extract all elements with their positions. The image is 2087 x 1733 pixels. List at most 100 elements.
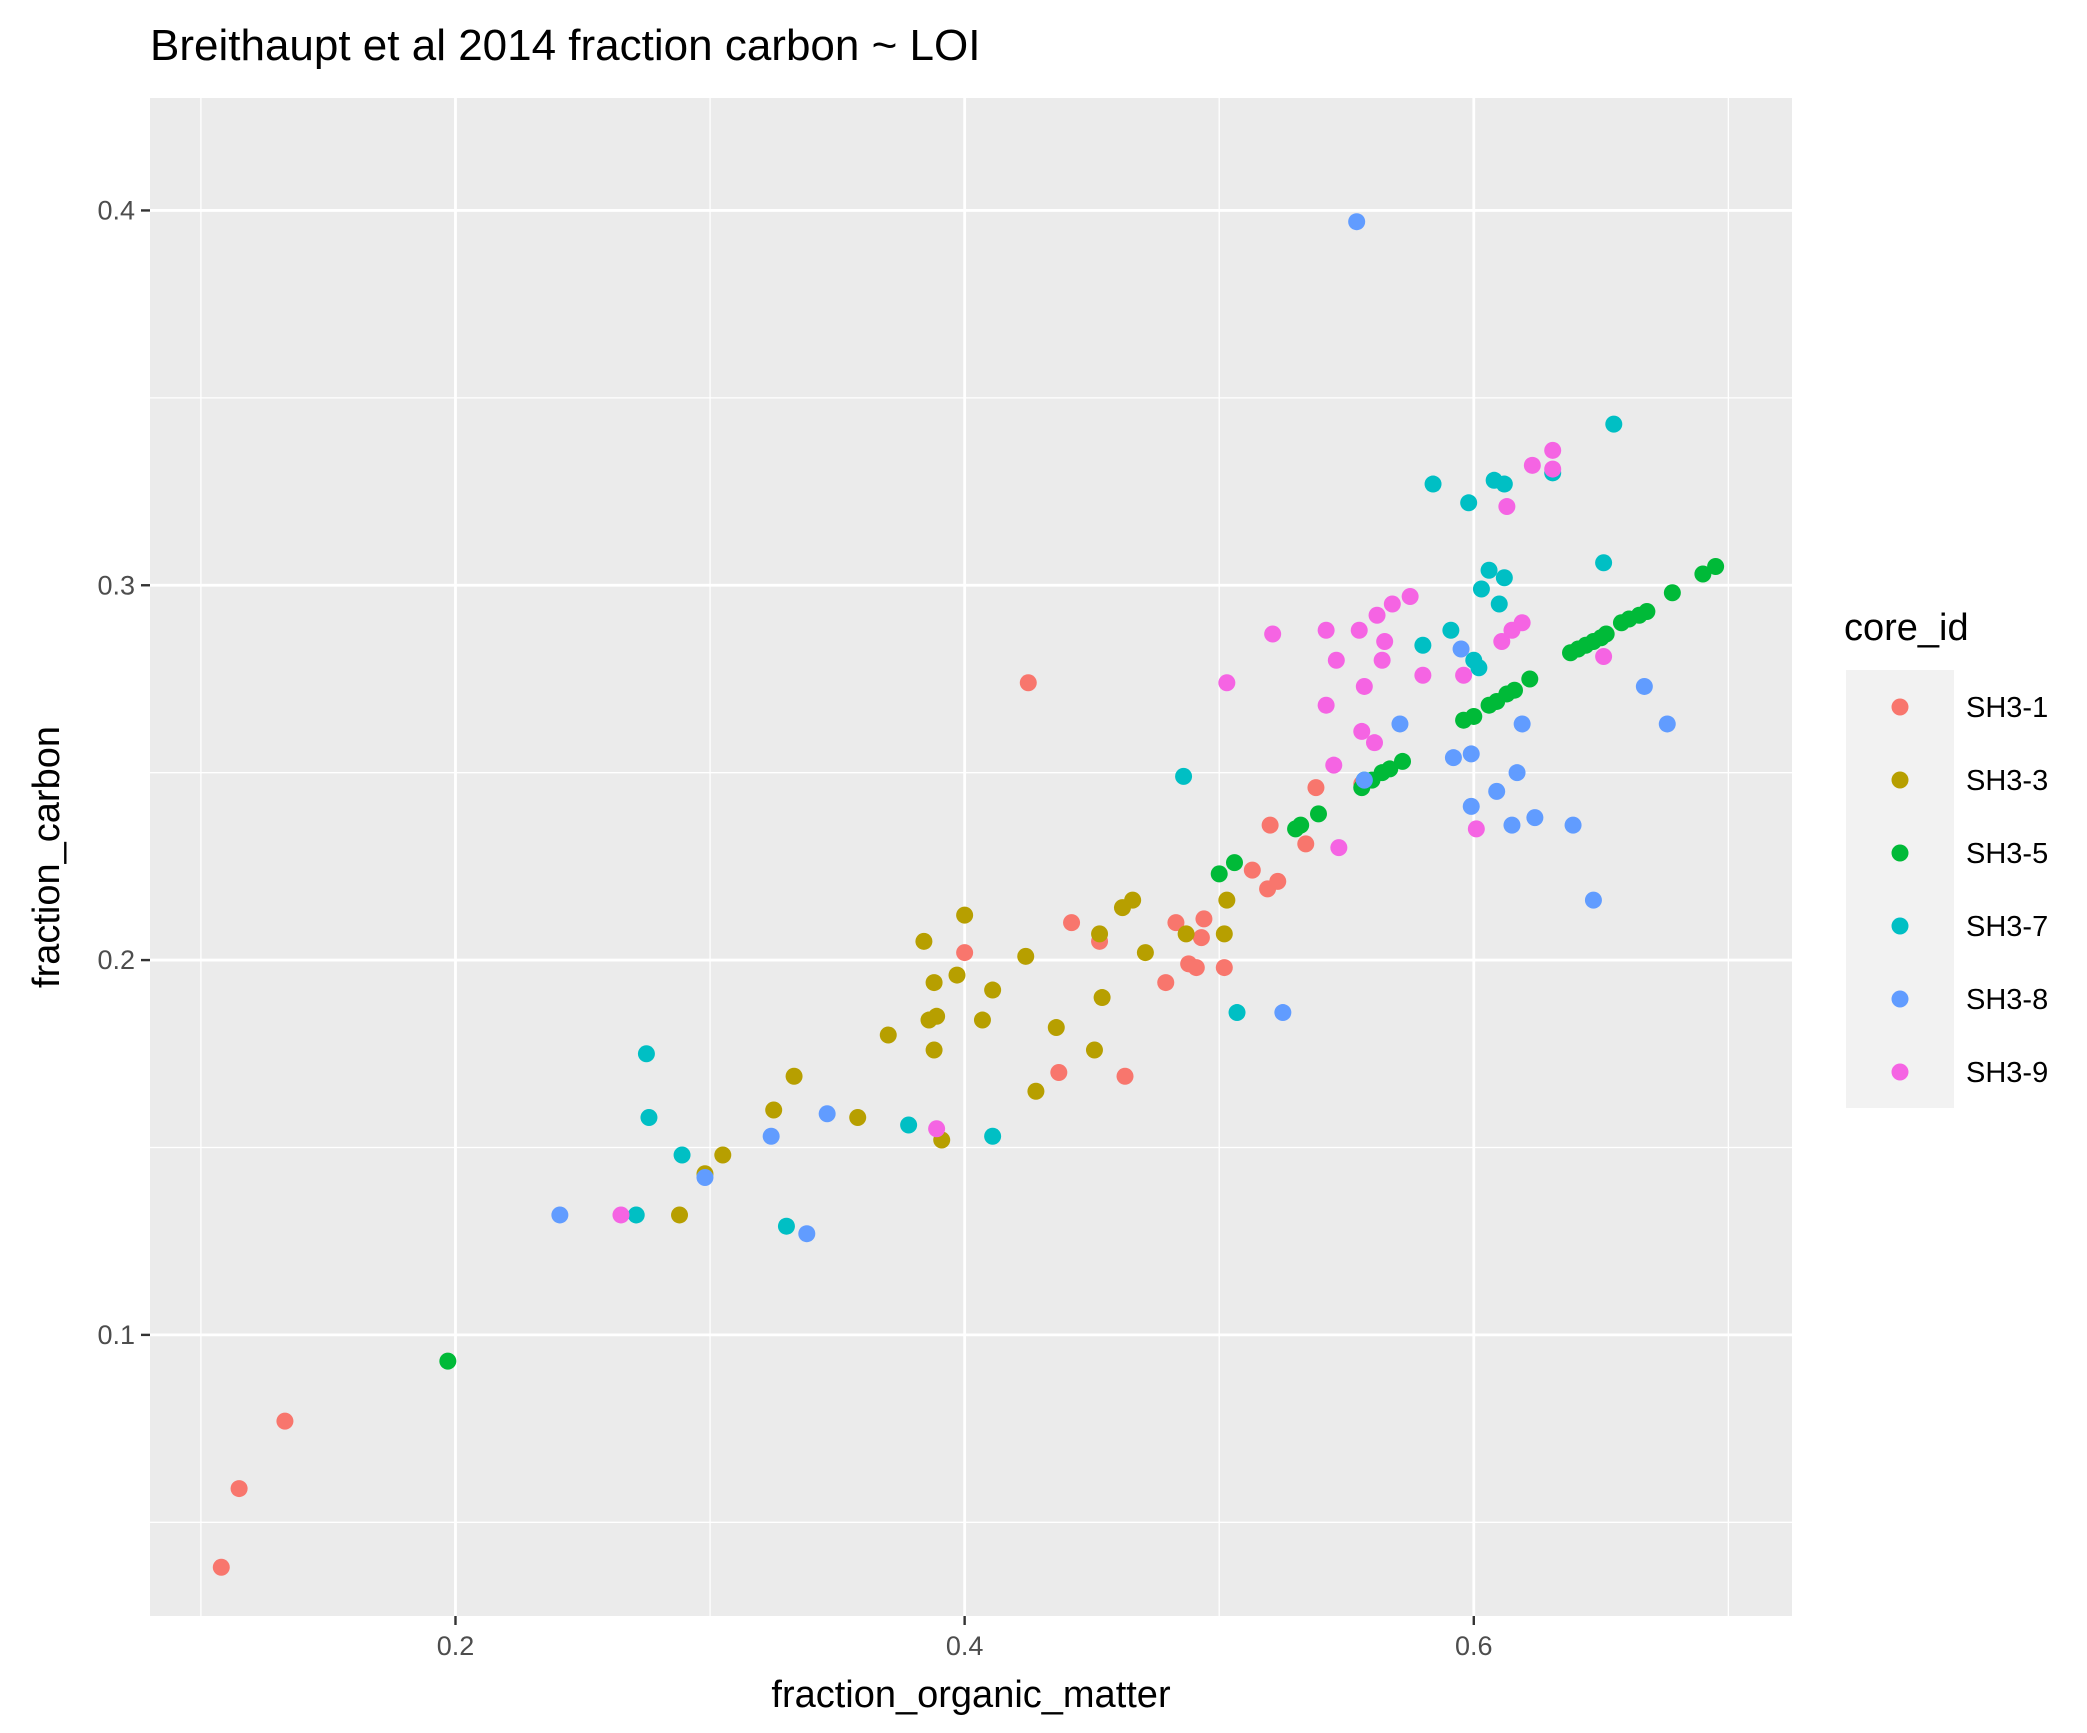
point-SH3-5-29 bbox=[1694, 565, 1712, 583]
legend-key-SH3-9 bbox=[1891, 1063, 1909, 1081]
point-SH3-9-11 bbox=[1355, 677, 1373, 695]
point-SH3-1-20 bbox=[1297, 835, 1315, 853]
point-SH3-8-18 bbox=[1564, 816, 1582, 834]
point-SH3-7-24 bbox=[1605, 415, 1623, 433]
point-SH3-8-17 bbox=[1526, 809, 1544, 827]
point-SH3-5-2 bbox=[1225, 854, 1243, 872]
point-SH3-7-6 bbox=[984, 1127, 1002, 1145]
point-SH3-9-2 bbox=[1218, 674, 1236, 692]
point-SH3-8-8 bbox=[1391, 715, 1409, 733]
legend-label-SH3-5: SH3-5 bbox=[1966, 838, 2048, 870]
point-SH3-3-3 bbox=[765, 1101, 783, 1119]
point-SH3-8-12 bbox=[1462, 797, 1480, 815]
point-SH3-1-18 bbox=[1261, 816, 1279, 834]
point-SH3-3-16 bbox=[984, 981, 1002, 999]
point-SH3-9-9 bbox=[1350, 621, 1368, 639]
point-SH3-9-13 bbox=[1368, 606, 1386, 624]
point-SH3-1-2 bbox=[276, 1412, 294, 1430]
point-SH3-9-5 bbox=[1317, 696, 1335, 714]
point-SH3-1-3 bbox=[956, 944, 974, 962]
major-gridlines bbox=[150, 98, 1792, 1616]
point-SH3-9-27 bbox=[1544, 441, 1562, 459]
point-SH3-9-12 bbox=[1365, 734, 1383, 752]
legend-label-SH3-8: SH3-8 bbox=[1966, 984, 2048, 1016]
legend-key-SH3-1 bbox=[1891, 698, 1909, 716]
point-SH3-9-26 bbox=[1544, 460, 1562, 478]
point-SH3-9-17 bbox=[1401, 588, 1419, 606]
point-SH3-9-10 bbox=[1353, 722, 1371, 740]
point-SH3-3-11 bbox=[928, 1007, 946, 1025]
point-SH3-1-9 bbox=[1157, 974, 1175, 992]
point-SH3-7-20 bbox=[1495, 475, 1513, 493]
point-SH3-8-5 bbox=[1274, 1004, 1292, 1022]
point-SH3-9-19 bbox=[1455, 666, 1473, 684]
point-SH3-9-1 bbox=[928, 1120, 946, 1138]
point-SH3-7-16 bbox=[1472, 580, 1490, 598]
point-SH3-3-27 bbox=[1215, 925, 1233, 943]
point-SH3-5-1 bbox=[1210, 865, 1228, 883]
point-SH3-7-4 bbox=[777, 1217, 795, 1235]
point-SH3-9-14 bbox=[1373, 651, 1391, 669]
point-SH3-5-27 bbox=[1638, 602, 1656, 620]
legend: core_id SH3-1 SH3-3 SH3-5 SH3-7 SH3-8 SH3-9 bbox=[1844, 607, 2048, 1108]
point-SH3-8-3 bbox=[798, 1225, 816, 1243]
y-axis-title: fraction_carbon bbox=[26, 726, 68, 988]
point-SH3-9-28 bbox=[1595, 647, 1613, 665]
point-SH3-5-28 bbox=[1663, 584, 1681, 602]
y-axis-ticks: 0.1 0.2 0.3 0.4 bbox=[97, 195, 150, 1350]
point-SH3-8-14 bbox=[1503, 816, 1521, 834]
legend-keys-background bbox=[1846, 670, 1954, 1108]
minor-gridlines bbox=[150, 98, 1792, 1616]
point-SH3-7-10 bbox=[1414, 636, 1432, 654]
x-tick-label-1: 0.4 bbox=[946, 1631, 984, 1661]
point-SH3-7-2 bbox=[640, 1108, 658, 1126]
point-SH3-3-4 bbox=[785, 1067, 803, 1085]
legend-key-SH3-5 bbox=[1891, 844, 1909, 862]
point-SH3-8-13 bbox=[1488, 782, 1506, 800]
point-SH3-8-15 bbox=[1508, 764, 1526, 782]
point-SH3-3-18 bbox=[1027, 1082, 1045, 1100]
point-SH3-7-7 bbox=[1175, 767, 1193, 785]
point-SH3-3-15 bbox=[973, 1011, 991, 1029]
point-SH3-7-0 bbox=[627, 1206, 645, 1224]
point-SH3-9-24 bbox=[1513, 614, 1531, 632]
point-SH3-8-6 bbox=[1348, 213, 1366, 231]
x-axis-ticks: 0.2 0.4 0.6 bbox=[437, 1616, 1493, 1661]
point-SH3-9-7 bbox=[1327, 651, 1345, 669]
point-SH3-7-8 bbox=[1228, 1004, 1246, 1022]
data-points bbox=[212, 213, 1725, 1576]
plot-panel bbox=[150, 98, 1792, 1616]
point-SH3-9-18 bbox=[1414, 666, 1432, 684]
point-SH3-8-7 bbox=[1355, 771, 1373, 789]
point-SH3-8-11 bbox=[1462, 745, 1480, 763]
point-SH3-3-5 bbox=[849, 1108, 867, 1126]
point-SH3-5-17 bbox=[1521, 670, 1539, 688]
point-SH3-8-20 bbox=[1635, 677, 1653, 695]
point-SH3-9-3 bbox=[1264, 625, 1282, 643]
point-SH3-9-8 bbox=[1330, 839, 1348, 857]
legend-label-SH3-9: SH3-9 bbox=[1966, 1057, 2048, 1089]
point-SH3-1-0 bbox=[212, 1558, 230, 1576]
legend-label-SH3-7: SH3-7 bbox=[1966, 911, 2048, 943]
legend-items: SH3-1 SH3-3 SH3-5 SH3-7 SH3-8 SH3-9 bbox=[1891, 692, 2048, 1089]
point-SH3-9-4 bbox=[1317, 621, 1335, 639]
point-SH3-7-23 bbox=[1595, 554, 1613, 572]
point-SH3-9-6 bbox=[1325, 756, 1343, 774]
point-SH3-3-10 bbox=[925, 974, 943, 992]
point-SH3-1-15 bbox=[1215, 959, 1233, 977]
point-SH3-1-5 bbox=[1050, 1064, 1068, 1082]
point-SH3-8-10 bbox=[1452, 640, 1470, 658]
point-SH3-7-12 bbox=[1442, 621, 1460, 639]
y-tick-label-1: 0.2 bbox=[97, 945, 135, 975]
point-SH3-7-11 bbox=[1424, 475, 1442, 493]
point-SH3-3-22 bbox=[1093, 989, 1111, 1007]
point-SH3-8-4 bbox=[818, 1105, 836, 1123]
point-SH3-1-4 bbox=[1019, 674, 1037, 692]
point-SH3-8-1 bbox=[696, 1168, 714, 1186]
point-SH3-9-0 bbox=[612, 1206, 630, 1224]
point-SH3-3-25 bbox=[1136, 944, 1154, 962]
point-SH3-1-1 bbox=[230, 1480, 248, 1498]
legend-label-SH3-1: SH3-1 bbox=[1966, 692, 2048, 724]
point-SH3-5-12 bbox=[1465, 707, 1483, 725]
